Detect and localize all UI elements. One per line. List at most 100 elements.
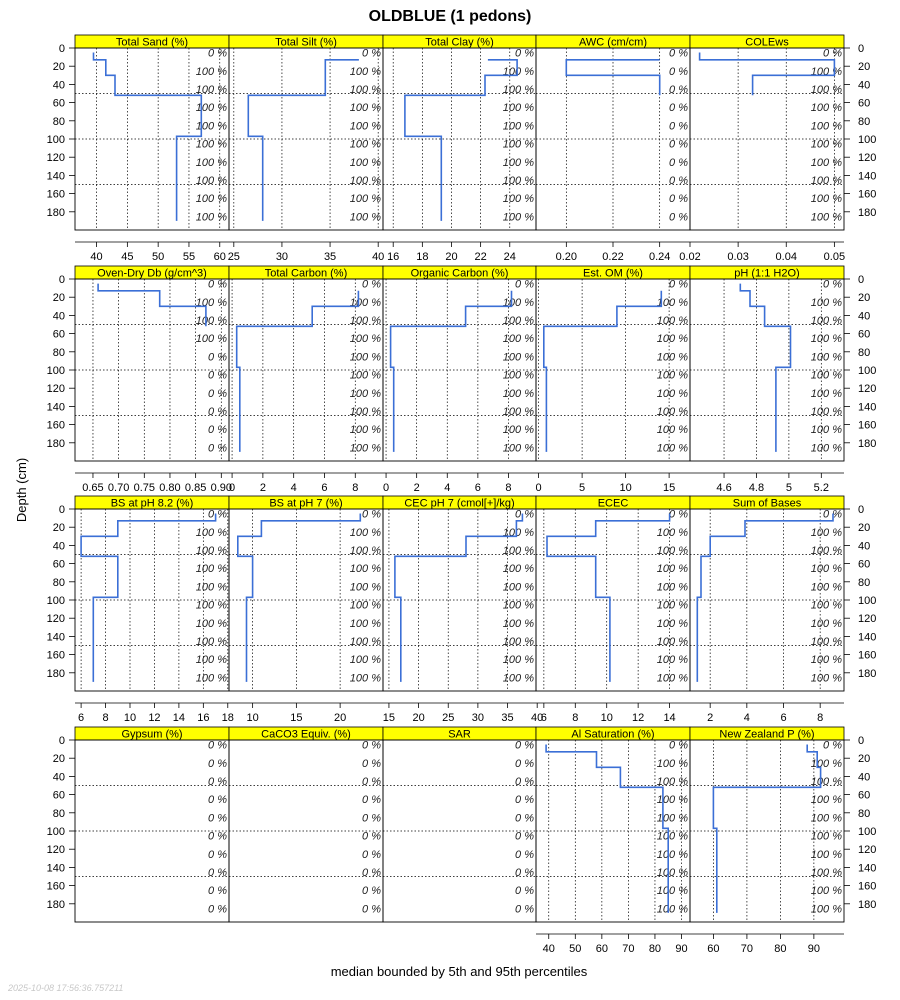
percent-label: 100 % — [503, 672, 534, 684]
median-profile-line — [696, 513, 834, 682]
y-tick-label-right: 80 — [858, 577, 870, 589]
y-tick-label-right: 80 — [858, 347, 870, 359]
percent-label: 0 % — [515, 509, 534, 521]
x-tick-label: 60 — [596, 943, 608, 955]
percent-label: 100 % — [657, 581, 688, 593]
y-tick-label-right: 180 — [858, 438, 876, 450]
x-tick-label: 50 — [152, 251, 164, 263]
y-tick-label: 20 — [53, 753, 65, 765]
x-tick-label: 0.20 — [556, 251, 577, 263]
y-tick-label-right: 120 — [858, 844, 876, 856]
y-tick-label-right: 180 — [858, 668, 876, 680]
percent-label: 100 % — [657, 388, 688, 400]
percent-label: 100 % — [811, 388, 842, 400]
y-tick-label: 0 — [59, 274, 65, 286]
percent-label: 100 % — [811, 885, 842, 897]
percent-label: 100 % — [350, 333, 381, 345]
percent-label: 0 % — [669, 102, 688, 114]
y-tick-label-right: 100 — [858, 365, 876, 377]
percent-label: 0 % — [515, 812, 534, 824]
percent-label: 0 % — [362, 509, 381, 521]
percent-label: 100 % — [657, 812, 688, 824]
panel-title: AWC (cm/cm) — [579, 37, 647, 49]
y-tick-label: 40 — [53, 79, 65, 91]
panel-title: BS at pH 8.2 (%) — [111, 498, 194, 510]
percent-label: 100 % — [811, 758, 842, 770]
x-tick-label: 40 — [372, 251, 384, 263]
percent-label: 0 % — [515, 279, 534, 291]
x-tick-label: 2 — [414, 482, 420, 494]
x-tick-label: 20 — [334, 712, 346, 724]
percent-label: 100 % — [503, 84, 534, 96]
percent-label: 0 % — [669, 740, 688, 752]
percent-label: 0 % — [669, 509, 688, 521]
percent-label: 0 % — [823, 279, 842, 291]
x-tick-label: 0.03 — [727, 251, 748, 263]
percent-label: 0 % — [669, 120, 688, 132]
y-tick-label-right: 20 — [858, 753, 870, 765]
y-tick-label-right: 160 — [858, 650, 876, 662]
percent-label: 100 % — [196, 654, 227, 666]
x-tick-label: 80 — [649, 943, 661, 955]
percent-label: 100 % — [811, 120, 842, 132]
y-tick-label: 160 — [47, 189, 65, 201]
percent-label: 100 % — [811, 581, 842, 593]
y-tick-label: 160 — [47, 650, 65, 662]
percent-label: 100 % — [811, 831, 842, 843]
percent-label: 100 % — [657, 672, 688, 684]
x-tick-label: 0.90 — [211, 482, 232, 494]
percent-label: 100 % — [503, 636, 534, 648]
percent-label: 100 % — [196, 102, 227, 114]
y-tick-label-right: 60 — [858, 98, 870, 110]
percent-label: 100 % — [811, 442, 842, 454]
y-tick-label: 60 — [53, 559, 65, 571]
x-tick-label: 25 — [442, 712, 454, 724]
median-profile-line — [545, 744, 670, 913]
panel-title: BS at pH 7 (%) — [269, 498, 342, 510]
panel-title: SAR — [448, 729, 471, 741]
percent-label: 100 % — [196, 66, 227, 78]
percent-label: 100 % — [657, 527, 688, 539]
percent-label: 100 % — [811, 812, 842, 824]
x-tick-label: 10 — [124, 712, 136, 724]
median-profile-line — [565, 58, 661, 96]
median-profile-line — [389, 290, 513, 452]
percent-label: 0 % — [208, 406, 227, 418]
percent-label: 100 % — [657, 442, 688, 454]
percent-label: 100 % — [657, 867, 688, 879]
percent-label: 100 % — [503, 563, 534, 575]
x-tick-label: 15 — [290, 712, 302, 724]
percent-label: 100 % — [350, 193, 381, 205]
percent-label: 100 % — [503, 545, 534, 557]
percent-label: 0 % — [362, 279, 381, 291]
percent-label: 0 % — [515, 831, 534, 843]
y-tick-label: 20 — [53, 522, 65, 534]
x-tick-label: 4 — [291, 482, 297, 494]
y-tick-label: 180 — [47, 668, 65, 680]
panel-4: COLEws 0 % 100 % 100 % 100 % 100 % 100 % 100 % 1… — [679, 34, 876, 263]
percent-label: 100 % — [811, 193, 842, 205]
percent-label: 0 % — [669, 193, 688, 205]
percent-label: 100 % — [196, 545, 227, 557]
percent-label: 0 % — [669, 139, 688, 151]
percent-label: 0 % — [208, 351, 227, 363]
y-tick-label-right: 0 — [858, 504, 864, 516]
percent-label: 100 % — [657, 636, 688, 648]
percent-label: 0 % — [515, 849, 534, 861]
x-tick-label: 6 — [78, 712, 84, 724]
percent-label: 100 % — [196, 563, 227, 575]
x-tick-label: 40 — [531, 712, 543, 724]
x-tick-label: 60 — [214, 251, 226, 263]
y-tick-label: 60 — [53, 98, 65, 110]
x-tick-label: 12 — [148, 712, 160, 724]
x-tick-label: 0 — [383, 482, 389, 494]
percent-label: 0 % — [208, 370, 227, 382]
x-tick-label: 16 — [197, 712, 209, 724]
percent-label: 0 % — [362, 849, 381, 861]
x-tick-label: 10 — [247, 712, 259, 724]
percent-label: 100 % — [811, 672, 842, 684]
percent-label: 100 % — [811, 849, 842, 861]
y-tick-label-right: 0 — [858, 43, 864, 55]
percent-label: 0 % — [208, 776, 227, 788]
